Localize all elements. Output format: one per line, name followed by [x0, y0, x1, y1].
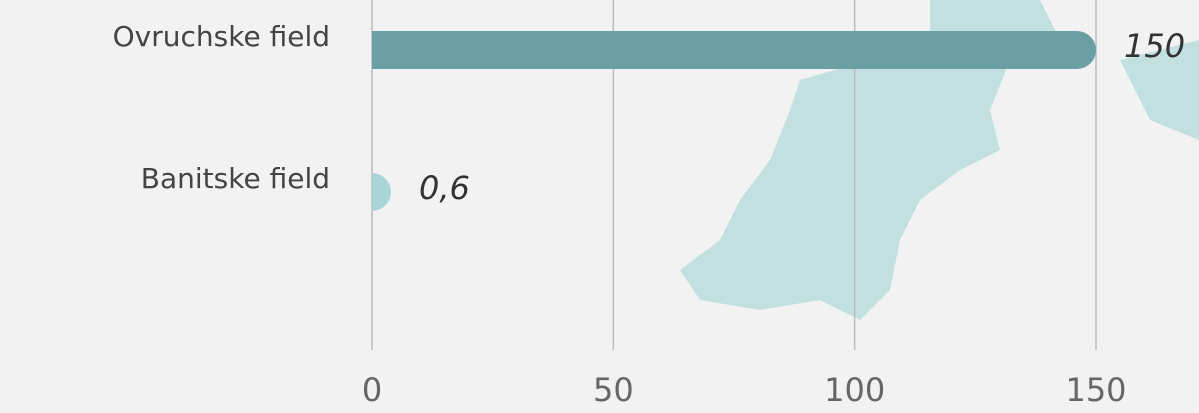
map-decoration [680, 0, 1199, 320]
category-label: Banitske field [141, 162, 330, 195]
bar [372, 31, 1096, 69]
x-tick-label: 50 [593, 371, 634, 409]
bar [372, 173, 391, 211]
x-tick-label: 100 [824, 371, 885, 409]
x-tick-label: 0 [362, 371, 382, 409]
x-tick-label: 150 [1065, 371, 1126, 409]
category-label: Ovruchske field [113, 20, 330, 53]
value-label: 0,6 [419, 169, 470, 207]
value-label: 150 [1124, 27, 1185, 65]
